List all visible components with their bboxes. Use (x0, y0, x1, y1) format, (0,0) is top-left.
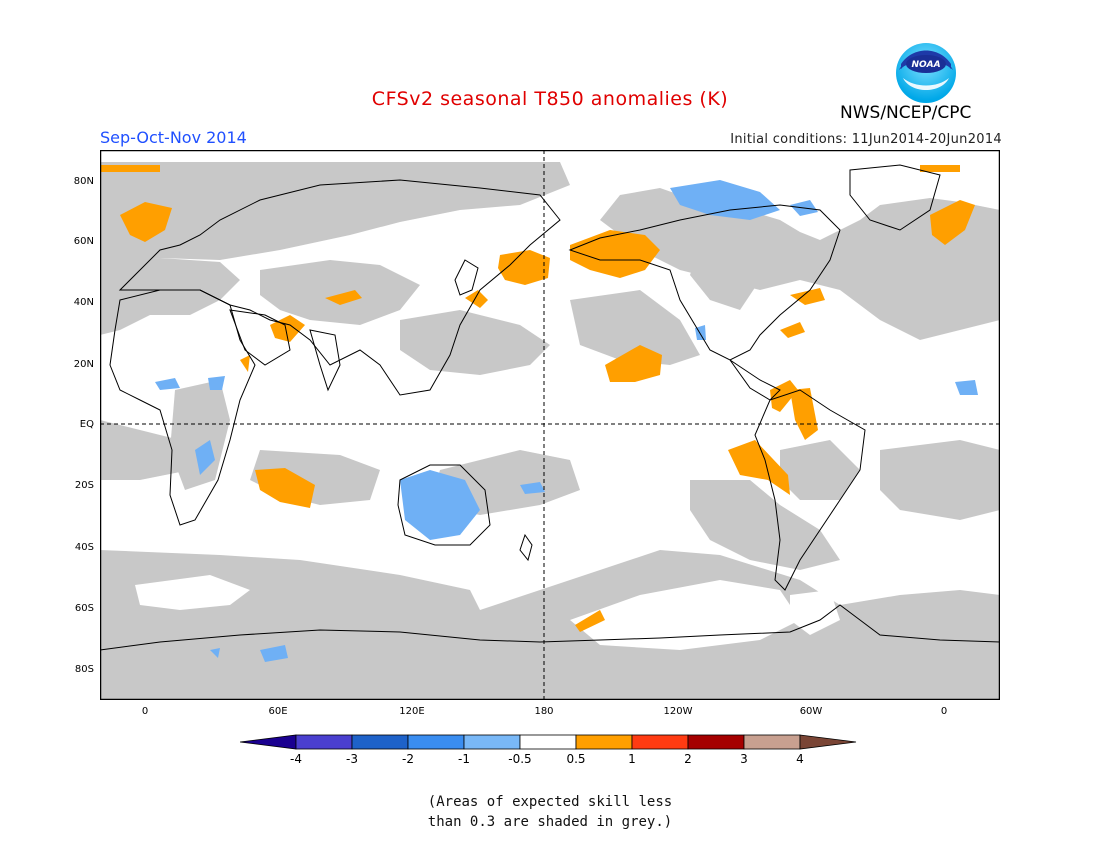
lon-label: 120E (399, 706, 425, 717)
legend-tick-label: 1 (628, 752, 636, 766)
cold-anomaly-areas (155, 180, 978, 662)
legend-tick-label: -0.5 (508, 752, 532, 766)
legend-swatch (743, 734, 801, 750)
legend-tick-label: 2 (684, 752, 692, 766)
color-legend (240, 734, 857, 750)
lon-label: 60W (799, 706, 823, 717)
legend-tick-label: 4 (796, 752, 804, 766)
noaa-logo: NOAA (896, 43, 956, 103)
legend-swatch (295, 734, 353, 750)
legend-swatch (687, 734, 745, 750)
logo-text: NOAA (911, 60, 940, 70)
initial-conditions: Initial conditions: 11Jun2014-20Jun2014 (730, 132, 1002, 147)
legend-swatch (351, 734, 409, 750)
lon-label: 60E (268, 706, 288, 717)
legend-swatch (799, 734, 857, 750)
legend-tick-label: -4 (290, 752, 302, 766)
gridlines (100, 150, 1000, 700)
lat-label: EQ (79, 419, 94, 430)
lat-label: 20S (74, 480, 94, 491)
lon-label: 0 (940, 706, 948, 717)
low-skill-grey-areas (100, 162, 1000, 700)
skill-note: (Areas of expected skill less than 0.3 a… (0, 792, 1100, 832)
lat-label: 60S (74, 603, 94, 614)
map-title: CFSv2 seasonal T850 anomalies (K) (371, 88, 729, 110)
note-line-1: (Areas of expected skill less (427, 794, 673, 810)
legend-swatch (463, 734, 521, 750)
legend-swatch (631, 734, 689, 750)
lat-label: 40N (73, 297, 94, 308)
note-line-2: than 0.3 are shaded in grey.) (427, 814, 673, 830)
legend-swatch (519, 734, 577, 750)
lat-label: 40S (74, 542, 94, 553)
anomaly-map (100, 150, 1000, 700)
map-frame (100, 150, 1000, 700)
skill-areas-white (135, 575, 840, 650)
lon-label: 180 (534, 706, 554, 717)
legend-tick-label: -2 (402, 752, 414, 766)
legend-tick-label: -1 (458, 752, 470, 766)
agency-label: NWS/NCEP/CPC (840, 103, 972, 123)
season-label: Sep-Oct-Nov 2014 (100, 128, 247, 147)
lat-label: 60N (73, 236, 94, 247)
legend-swatch (407, 734, 465, 750)
coastlines (100, 164, 1000, 651)
lat-label: 80N (73, 176, 94, 187)
lat-label: 20N (73, 359, 94, 370)
lat-label: 80S (74, 664, 94, 675)
lon-label: 0 (141, 706, 149, 717)
legend-tick-label: 0.5 (566, 752, 586, 766)
legend-swatch (240, 734, 297, 750)
legend-swatch (575, 734, 633, 750)
legend-boxes (240, 734, 857, 750)
legend-tick-label: 3 (740, 752, 748, 766)
lon-label: 120W (663, 706, 693, 717)
legend-tick-label: -3 (346, 752, 358, 766)
